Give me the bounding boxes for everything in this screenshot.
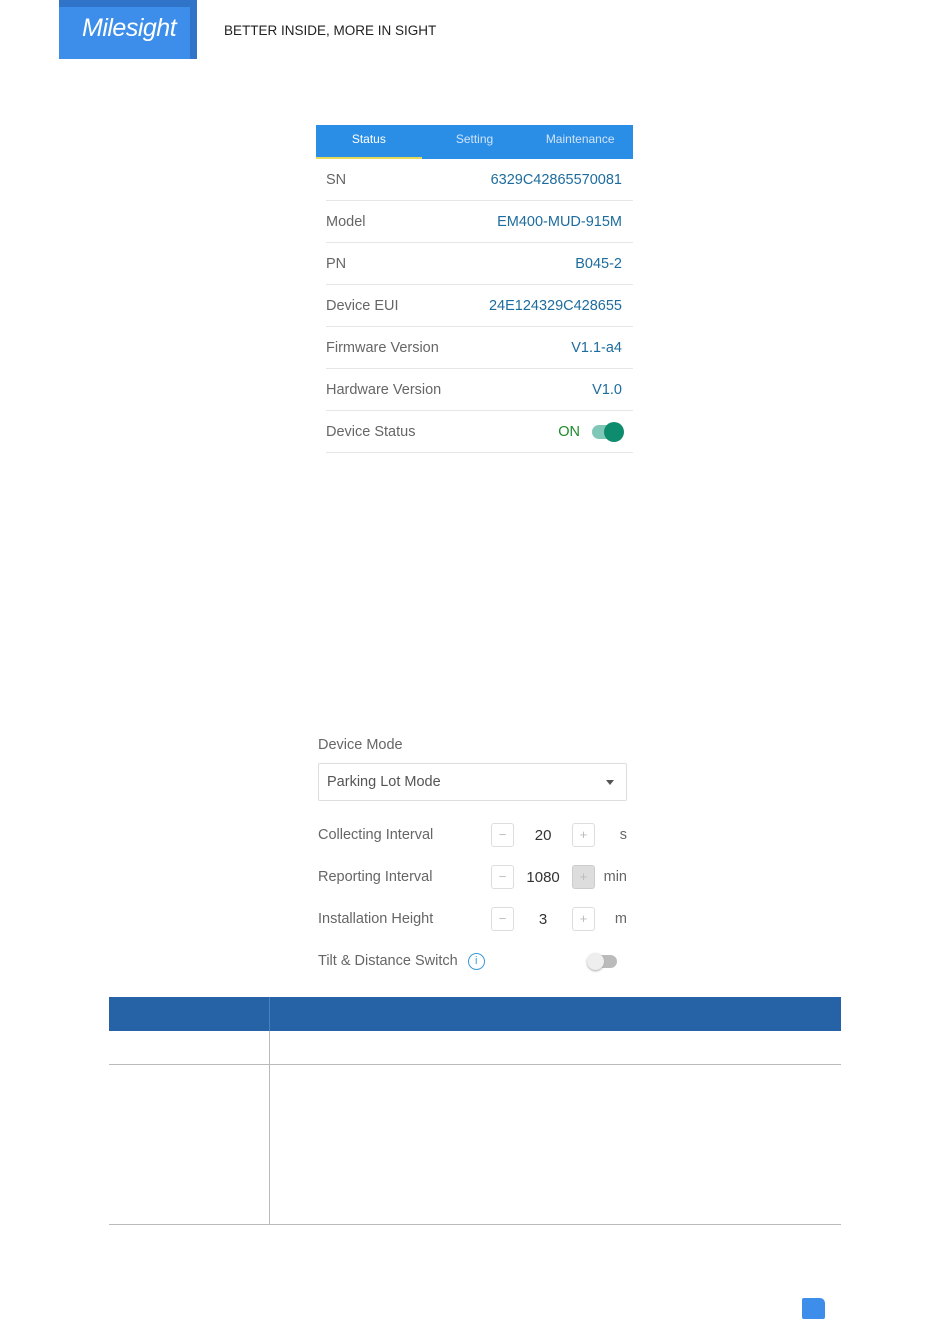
row-key: Hardware Version [326,381,442,398]
tab-bar: Status Setting Maintenance [316,125,633,159]
milesight-logo: Milesight [59,0,197,59]
stepper-value[interactable]: 20 [534,826,552,844]
table-cell [269,1031,841,1065]
stepper-value[interactable]: 3 [538,910,548,928]
tilt-switch-label: Tilt & Distance Switch [318,953,458,969]
stepper-unit: m [614,911,627,927]
stepper-label: Collecting Interval [318,827,434,843]
stepper-label: Reporting Interval [318,869,433,885]
device-status-toggle[interactable] [592,421,624,442]
minus-button[interactable]: − [490,865,515,889]
device-mode-select[interactable]: Parking Lot Mode [318,763,627,801]
row-key: Model [326,213,366,230]
tilt-switch-toggle[interactable] [587,952,617,970]
parameter-table [109,997,841,1225]
row-value: V1.1-a4 [571,339,622,356]
info-row: Firmware Version V1.1-a4 [326,327,633,369]
row-value: 6329C42865570081 [490,171,622,188]
device-status-value: ON [558,423,580,440]
table-header [109,997,841,1031]
plus-button[interactable]: + [571,865,596,889]
tab-maintenance[interactable]: Maintenance [545,132,615,146]
row-key: Firmware Version [326,339,439,356]
table-cell [109,1031,270,1065]
page-corner-mark [802,1298,825,1319]
row-key: PN [326,255,347,272]
info-row: Model EM400-MUD-915M [326,201,633,243]
minus-button[interactable]: − [490,823,515,847]
table-row [109,1064,841,1225]
reporting-interval-row: Reporting Interval −1080 + min [318,856,627,898]
table-cell [109,1064,270,1225]
stepper-unit: s [619,827,627,843]
info-row: Hardware Version V1.0 [326,369,633,411]
setting-screenshot: Device Mode Parking Lot Mode Collecting … [318,737,627,982]
minus-button[interactable]: − [490,907,515,931]
info-icon[interactable]: i [467,952,485,970]
device-status-row: Device Status ON [326,411,633,453]
tagline: BETTER INSIDE, MORE IN SIGHT [224,23,437,38]
row-value: B045-2 [575,255,622,272]
table-cell [269,1064,841,1225]
device-mode-label: Device Mode [318,737,403,753]
row-key: Device EUI [326,297,399,314]
tab-status[interactable]: Status [316,125,422,159]
row-value: EM400-MUD-915M [497,213,622,230]
stepper-label: Installation Height [318,911,434,927]
installation-height-row: Installation Height − 3 + m [318,898,627,940]
chevron-down-icon [606,779,614,785]
device-mode-value: Parking Lot Mode [327,774,441,790]
header-cell [269,997,841,1031]
collecting-interval-row: Collecting Interval − 20 + s [318,814,627,856]
plus-button[interactable]: + [571,907,596,931]
row-value: 24E124329C428655 [488,297,622,314]
header-cell [109,997,270,1031]
table-row [109,1031,841,1065]
row-value: V1.0 [592,381,622,398]
tab-setting[interactable]: Setting [455,132,494,146]
info-row: PN B045-2 [326,243,633,285]
info-row: SN 6329C42865570081 [326,159,633,201]
stepper-unit: min [603,869,627,885]
logo-text: Milesight [82,14,177,42]
status-screenshot: Status Setting Maintenance SN 6329C428655… [316,125,633,453]
info-row: Device EUI 24E124329C428655 [326,285,633,327]
plus-button[interactable]: + [571,823,596,847]
row-key: Device Status [326,423,416,440]
stepper-value[interactable]: 1080 [526,868,560,886]
row-key: SN [326,171,347,188]
tilt-switch-row: Tilt & Distance Switch i [318,940,627,982]
